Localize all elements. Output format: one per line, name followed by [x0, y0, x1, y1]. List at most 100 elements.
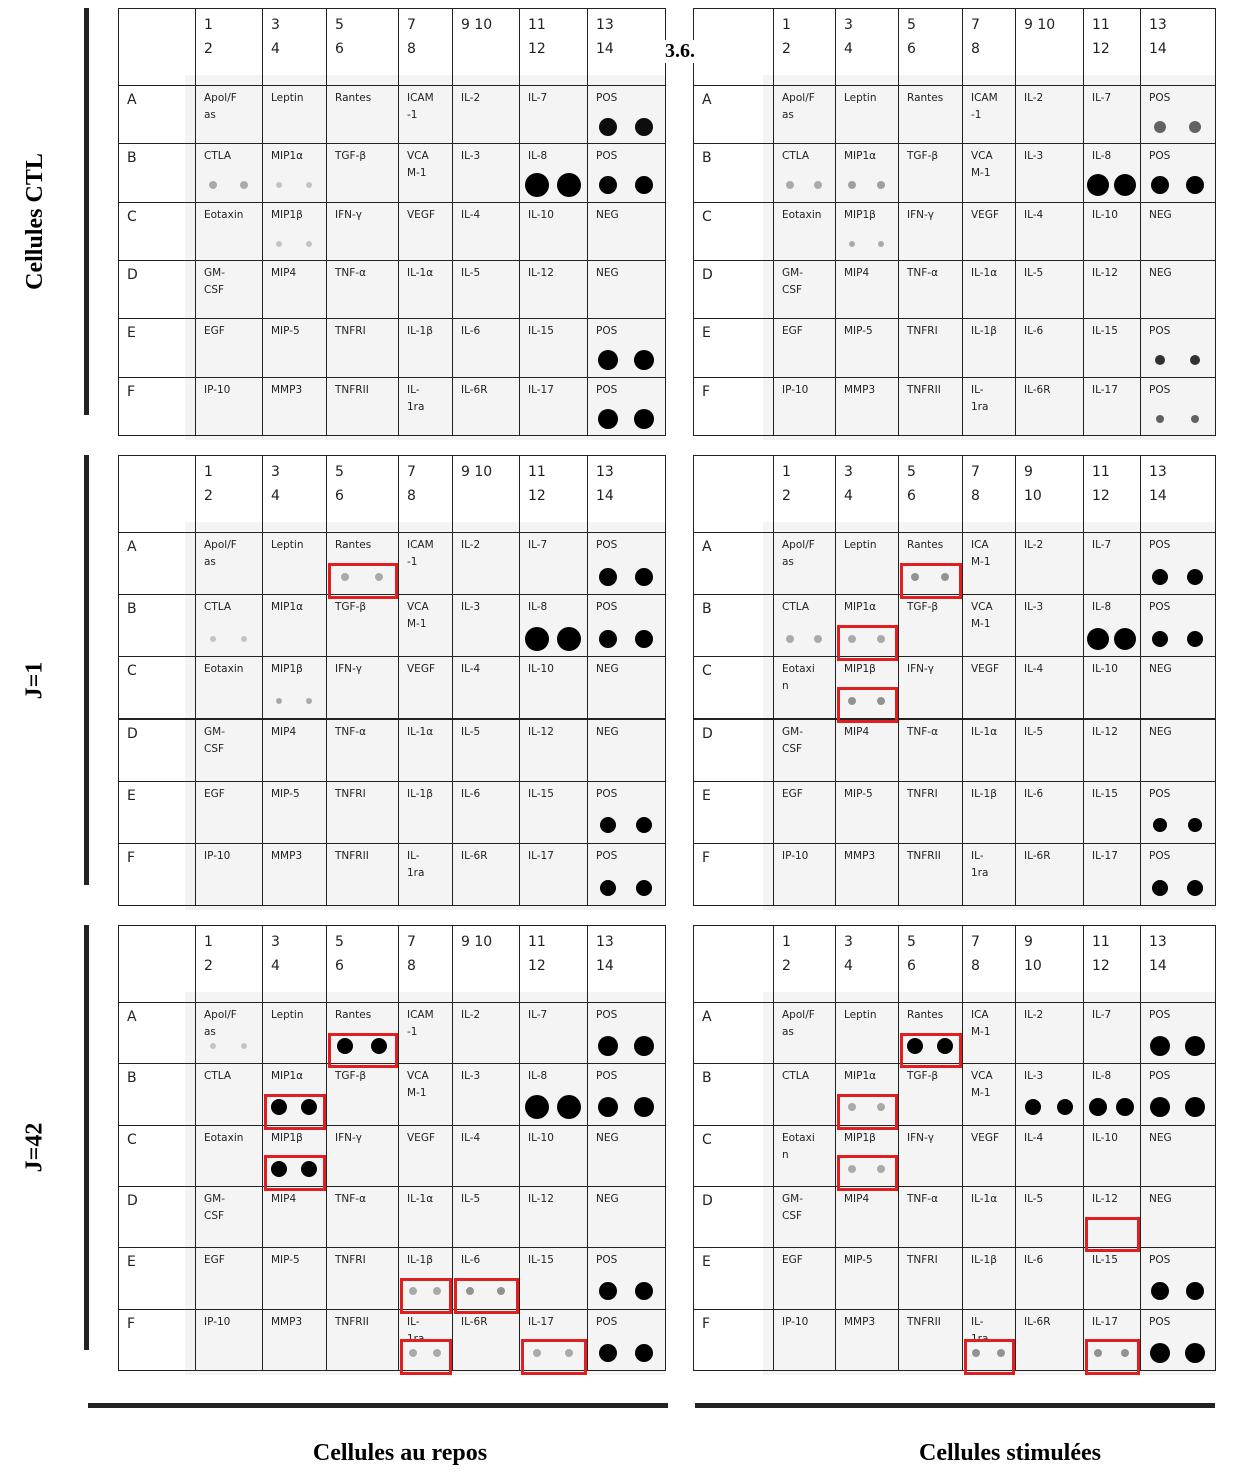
analyte-cell: TNFRII	[898, 843, 963, 906]
row-bar	[84, 455, 89, 885]
dot	[241, 636, 247, 642]
analyte-cell: IL-6	[1015, 1247, 1084, 1309]
analyte-cell: POS	[587, 781, 666, 844]
analyte-cell: IL-4	[452, 656, 520, 719]
analyte-cell: IL-15	[519, 1247, 588, 1309]
analyte-cell: IL-1β	[398, 318, 453, 377]
analyte-cell: Eotaxi n	[773, 1125, 836, 1187]
row-letter: B	[118, 594, 196, 657]
row-letter: E	[118, 781, 196, 844]
analyte-cell: POS	[587, 1309, 666, 1371]
dot	[1150, 1343, 1170, 1363]
row-letter: B	[693, 594, 774, 657]
row-letter: F	[118, 377, 196, 436]
analyte-cell: Leptin	[262, 532, 327, 595]
analyte-cell: IL-5	[1015, 260, 1084, 319]
analyte-cell: POS	[587, 1002, 666, 1064]
highlight-box	[454, 1278, 519, 1314]
column-bar	[695, 1403, 1215, 1408]
column-header: 13 14	[587, 925, 666, 1003]
header-cell	[118, 925, 196, 1003]
analyte-cell: IL-2	[452, 532, 520, 595]
analyte-cell: TNFRI	[898, 318, 963, 377]
analyte-cell: MIP1α	[262, 594, 327, 657]
analyte-cell: IL-7	[1083, 532, 1141, 595]
column-header: 11 12	[519, 455, 588, 533]
dot	[1187, 880, 1203, 896]
dot	[599, 1344, 617, 1362]
header-cell	[693, 8, 774, 86]
analyte-cell: IL-17	[1083, 843, 1141, 906]
dot	[636, 880, 652, 896]
analyte-cell: IL-1α	[962, 1186, 1016, 1248]
column-header: 13 14	[587, 8, 666, 86]
analyte-cell: IL-3	[452, 143, 520, 202]
analyte-cell: TNFRI	[898, 1247, 963, 1309]
analyte-cell: MIP-5	[835, 1247, 899, 1309]
column-header: 9 10	[1015, 455, 1084, 533]
analyte-cell: ICA M-1	[962, 532, 1016, 595]
analyte-cell: IL-6	[1015, 318, 1084, 377]
analyte-cell: NEG	[587, 1125, 666, 1187]
analyte-cell: ICAM -1	[398, 532, 453, 595]
column-header: 9 10	[452, 8, 520, 86]
analyte-cell: IL-1β	[962, 1247, 1016, 1309]
row-letter: C	[693, 202, 774, 261]
column-header: 9 10	[452, 455, 520, 533]
column-header: 13 14	[1140, 925, 1216, 1003]
row-letter: A	[118, 1002, 196, 1064]
row-letter: F	[693, 843, 774, 906]
column-header: 3 4	[835, 455, 899, 533]
analyte-cell: IL-1β	[962, 318, 1016, 377]
analyte-cell: IL-15	[1083, 781, 1141, 844]
analyte-cell: POS	[587, 594, 666, 657]
dot	[599, 630, 617, 648]
dot	[306, 698, 312, 704]
analyte-cell: POS	[1140, 1309, 1216, 1371]
row-letter: B	[118, 143, 196, 202]
analyte-cell: IP-10	[773, 843, 836, 906]
analyte-cell: TGF-β	[326, 1063, 399, 1125]
analyte-cell: TNFRI	[326, 318, 399, 377]
analyte-cell: POS	[1140, 1002, 1216, 1064]
analyte-cell: POS	[1140, 781, 1216, 844]
analyte-cell: POS	[587, 143, 666, 202]
analyte-cell: IP-10	[773, 1309, 836, 1371]
row-letter: D	[693, 260, 774, 319]
analyte-cell: VEGF	[398, 656, 453, 719]
analyte-cell: IL-4	[452, 202, 520, 261]
analyte-cell: NEG	[1140, 1125, 1216, 1187]
analyte-cell: IL-3	[1015, 1063, 1084, 1125]
row-letter: D	[118, 719, 196, 782]
analyte-cell: IL-7	[1083, 85, 1141, 144]
column-header: 5 6	[326, 925, 399, 1003]
dot	[557, 627, 581, 651]
dot	[635, 630, 653, 648]
row-letter: A	[118, 85, 196, 144]
row-letter: C	[118, 1125, 196, 1187]
analyte-cell: IFN-γ	[326, 656, 399, 719]
analyte-cell: IL-6	[1015, 781, 1084, 844]
analyte-cell: IL-12	[1083, 719, 1141, 782]
analyte-cell: Apol/F as	[773, 1002, 836, 1064]
analyte-cell: NEG	[587, 260, 666, 319]
analyte-cell: TNFRI	[326, 1247, 399, 1309]
analyte-cell: NEG	[587, 719, 666, 782]
analyte-cell: MIP-5	[262, 781, 327, 844]
column-header: 13 14	[1140, 8, 1216, 86]
analyte-cell: IL-2	[1015, 1002, 1084, 1064]
analyte-cell: IL-12	[519, 260, 588, 319]
dot	[1187, 631, 1203, 647]
header-cell	[693, 925, 774, 1003]
analyte-cell: IL- 1ra	[398, 377, 453, 436]
analyte-cell: TNFRII	[326, 1309, 399, 1371]
row-letter: C	[118, 202, 196, 261]
row-letter: C	[118, 656, 196, 719]
analyte-cell: IL-15	[1083, 1247, 1141, 1309]
analyte-cell: IFN-γ	[326, 202, 399, 261]
analyte-cell: MIP1β	[835, 202, 899, 261]
row-letter: E	[693, 318, 774, 377]
row-bar	[84, 8, 89, 415]
analyte-cell: IL-1α	[398, 1186, 453, 1248]
header-cell	[118, 455, 196, 533]
